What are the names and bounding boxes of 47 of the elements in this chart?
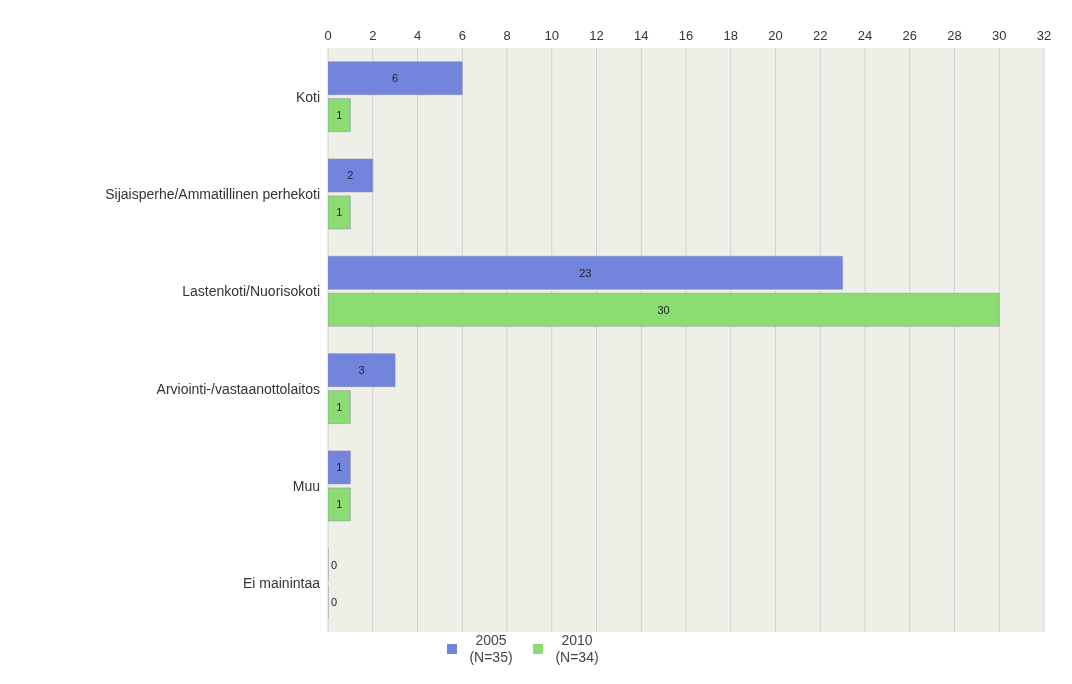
bar — [328, 353, 396, 387]
y-tick-label: Arviointi-/vastaanottolaitos — [156, 380, 320, 397]
data-label: 1 — [336, 498, 343, 511]
data-label: 1 — [336, 461, 343, 474]
bar — [328, 158, 373, 193]
x-tick-label: 0 — [324, 28, 332, 43]
data-label: 1 — [336, 206, 343, 219]
data-label: 0 — [330, 595, 338, 608]
x-tick-label: 16 — [678, 28, 694, 43]
x-tick-label: 28 — [947, 28, 962, 43]
bar — [328, 98, 351, 132]
x-tick-label: 26 — [902, 28, 917, 43]
data-label: 0 — [330, 558, 338, 571]
data-label: 23 — [579, 266, 592, 279]
x-tick-label: 2 — [369, 28, 377, 43]
x-tick-label: 6 — [458, 28, 466, 43]
data-label: 3 — [358, 364, 365, 377]
y-tick-label: Ei mainintaa — [242, 575, 321, 592]
data-label: 30 — [657, 303, 670, 316]
x-tick-label: 8 — [503, 28, 511, 43]
x-tick-label: 24 — [857, 28, 873, 43]
x-tick-label: 20 — [768, 28, 783, 43]
x-tick-label: 14 — [634, 28, 649, 43]
y-tick-label: Koti — [295, 88, 320, 105]
data-label: 1 — [336, 109, 343, 122]
legend-label: 2005 (N=35) — [468, 632, 514, 666]
x-tick-label: 22 — [813, 28, 828, 43]
data-label: 6 — [392, 72, 399, 85]
x-tick-label: 12 — [589, 28, 604, 43]
bar — [328, 195, 351, 230]
bar — [328, 450, 351, 485]
data-label: 2 — [347, 169, 354, 182]
x-tick-label: 4 — [413, 28, 422, 43]
y-tick-label: Sijaisperhe/Ammatillinen perhekoti — [105, 185, 320, 202]
x-tick-label: 10 — [544, 28, 559, 43]
bar — [328, 293, 1000, 327]
bar — [328, 256, 843, 290]
bar — [328, 390, 351, 424]
y-tick-label: Muu — [292, 477, 320, 494]
x-tick-label: 32 — [1036, 28, 1052, 43]
bar — [328, 487, 351, 522]
bar — [328, 61, 463, 95]
x-tick-label: 30 — [992, 28, 1007, 43]
legend-label: 2010 (N=34) — [554, 632, 600, 666]
data-label: 1 — [336, 401, 343, 414]
y-tick-label: Lastenkoti/Nuorisokoti — [182, 283, 320, 300]
x-tick-label: 18 — [723, 28, 738, 43]
